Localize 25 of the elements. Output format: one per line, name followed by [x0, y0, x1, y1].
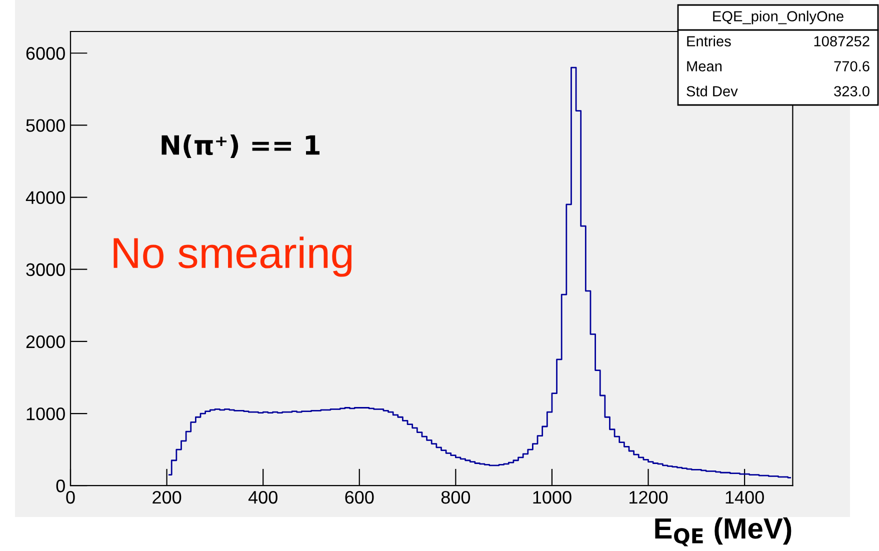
x-tick-label: 1400	[726, 490, 764, 504]
text: EQE_pion_OnlyOne	[713, 10, 844, 24]
x-tick-label: 200	[152, 490, 182, 504]
text: 1087252	[814, 36, 870, 46]
x-tick-label: 0	[66, 490, 75, 504]
text: 323.0	[834, 86, 870, 96]
annotation: Std Dev	[686, 86, 738, 96]
y-tick-label: 6000	[26, 47, 65, 60]
x-tick-label: 400	[248, 490, 278, 504]
x-axis-title: E$_{QE}$ (MeV)	[655, 517, 792, 546]
y-tick-label: 5000	[26, 119, 65, 132]
annotation: No smearing	[114, 236, 352, 277]
annotation: Entries	[687, 36, 731, 46]
x-tick-label: 600	[345, 490, 374, 504]
y-tick-label: 1000	[26, 407, 65, 420]
annotation: Mean	[687, 61, 722, 72]
y-tick-label: 2000	[26, 335, 65, 348]
x-tick-label: 800	[441, 490, 470, 504]
y-tick-label: 0	[56, 480, 65, 492]
x-tick-label: 1000	[533, 490, 572, 504]
annotation: N(π⁺) == 1	[162, 134, 320, 158]
text: 770.6	[834, 61, 870, 72]
y-tick-label: 4000	[26, 191, 65, 204]
y-tick-label: 3000	[26, 263, 65, 276]
x-tick-label: 1200	[630, 490, 668, 504]
